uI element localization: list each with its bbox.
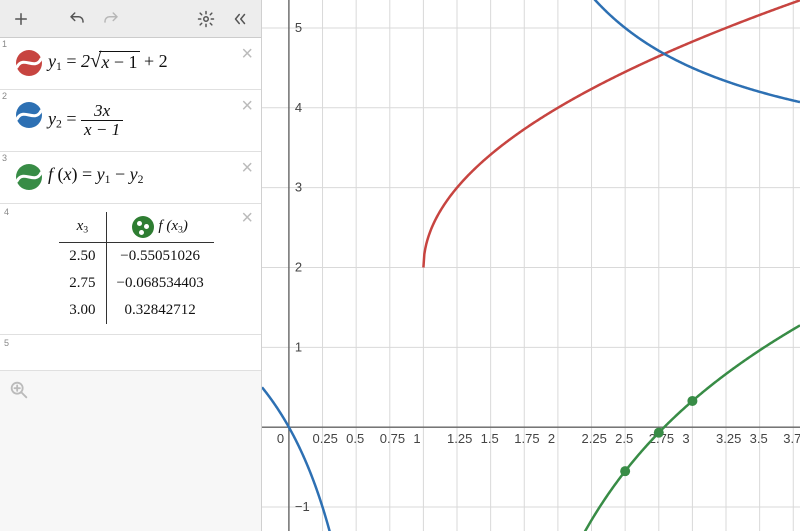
svg-text:3: 3 [682,431,689,446]
svg-text:3.5: 3.5 [750,431,768,446]
panel-toolbar [0,0,261,38]
table-header-fx[interactable]: f (x3) [106,212,214,243]
data-point[interactable] [687,396,697,406]
delete-row-button[interactable]: × [241,44,253,64]
expression-color-icon[interactable] [14,162,44,192]
table-row[interactable]: 3.000.32842712 [59,297,213,324]
svg-text:3.25: 3.25 [716,431,741,446]
table-cell-fx[interactable]: −0.55051026 [106,242,214,270]
table-cell-x[interactable]: 3.00 [59,297,106,324]
svg-text:−1: −1 [295,499,310,514]
svg-text:3: 3 [295,180,302,195]
expression-text[interactable]: y1 = 2√x − 1 + 2 [48,38,261,85]
svg-text:2.5: 2.5 [615,431,633,446]
row-index: 3 [0,152,14,163]
row-index: 4 [2,206,16,217]
points-toggle-icon[interactable] [132,216,154,238]
svg-text:0: 0 [277,431,284,446]
empty-expression-row[interactable]: 5 [0,335,261,371]
svg-text:1.5: 1.5 [481,431,499,446]
expression-text[interactable]: y2 = 3xx − 1 [48,90,261,151]
table-cell-fx[interactable]: −0.068534403 [106,270,214,297]
graph-canvas[interactable]: 00.250.50.7511.251.51.7522.252.52.7533.2… [262,0,800,531]
expression-color-icon[interactable] [14,48,44,78]
settings-button[interactable] [191,4,221,34]
expression-row[interactable]: 2 y2 = 3xx − 1× [0,90,261,152]
svg-text:1: 1 [413,431,420,446]
collapse-panel-button[interactable] [225,4,255,34]
svg-text:1.25: 1.25 [447,431,472,446]
svg-text:0.25: 0.25 [313,431,338,446]
svg-text:2.25: 2.25 [582,431,607,446]
svg-text:0.5: 0.5 [346,431,364,446]
graph-area[interactable]: 00.250.50.7511.251.51.7522.252.52.7533.2… [262,0,800,531]
svg-text:5: 5 [295,20,302,35]
table-cell-x[interactable]: 2.50 [59,242,106,270]
table-row[interactable]: 2.75−0.068534403 [59,270,213,297]
expression-list: 1y1 = 2√x − 1 + 2×2y2 = 3xx − 1×3f (x) =… [0,38,261,531]
delete-row-button[interactable]: × [241,158,253,178]
expression-row[interactable]: 3 f (x) = y1 − y2× [0,152,261,204]
table-header-x[interactable]: x3 [59,212,106,243]
add-expression-button[interactable] [6,4,36,34]
table-cell-x[interactable]: 2.75 [59,270,106,297]
expression-color-icon[interactable] [14,100,44,130]
svg-text:0.75: 0.75 [380,431,405,446]
svg-text:1: 1 [295,339,302,354]
undo-button[interactable] [62,4,92,34]
row-index: 1 [0,38,14,49]
svg-text:2: 2 [548,431,555,446]
delete-row-button[interactable]: × [241,96,253,116]
expression-row[interactable]: 1 y1 = 2√x − 1 + 2× [0,38,261,90]
data-table: x3 f (x3) 2.50−0.550510262.75−0.06853440… [59,212,213,324]
table-cell-fx[interactable]: 0.32842712 [106,297,214,324]
delete-row-button[interactable]: × [241,208,253,228]
svg-text:1.75: 1.75 [514,431,539,446]
expression-text[interactable]: f (x) = y1 − y2 [48,152,261,198]
svg-text:4: 4 [295,100,302,115]
svg-text:3.75: 3.75 [783,431,800,446]
svg-text:2: 2 [295,259,302,274]
row-index: 2 [0,90,14,101]
expression-panel: 1y1 = 2√x − 1 + 2×2y2 = 3xx − 1×3f (x) =… [0,0,262,531]
table-row[interactable]: 2.50−0.55051026 [59,242,213,270]
redo-button[interactable] [96,4,126,34]
data-point[interactable] [620,466,630,476]
data-point[interactable] [654,428,664,438]
table-expression[interactable]: 4 × x3 f (x3) 2.50−0.550510262.75−0.0685… [0,204,261,335]
zoom-fit-button[interactable] [0,371,261,406]
row-index: 5 [2,337,16,348]
